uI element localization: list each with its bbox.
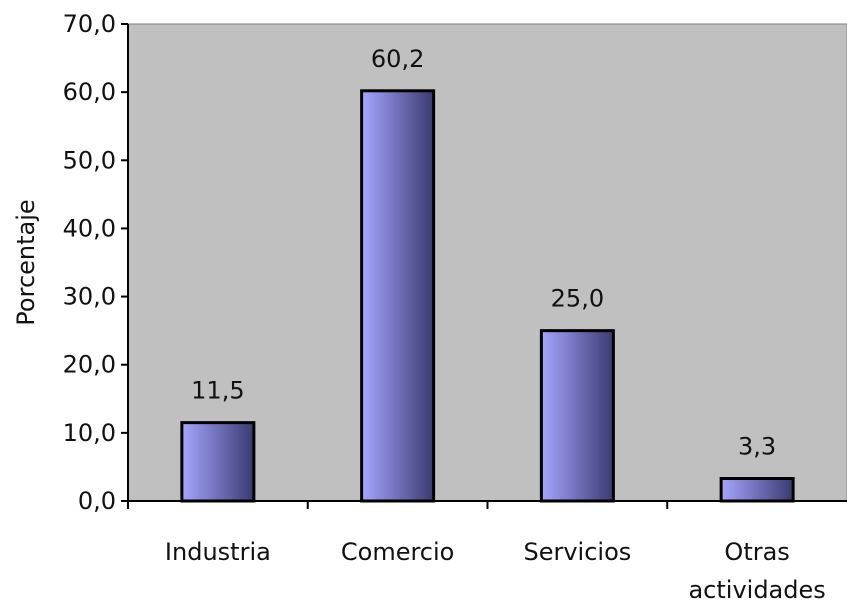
x-tick-label: Servicios (523, 538, 631, 566)
data-label: 60,2 (371, 45, 424, 73)
x-tick-label: Otras actividades (688, 538, 825, 604)
value-labels: 11,5 60,2 25,0 3,3 (191, 45, 776, 461)
x-tick-label: Industria (165, 538, 271, 566)
y-tick-label: 10,0 (63, 419, 116, 447)
bars (180, 89, 795, 503)
data-label: 11,5 (191, 377, 244, 405)
y-tick-label: 20,0 (63, 351, 116, 379)
y-tick-label: 50,0 (63, 146, 116, 174)
y-tick-label: 40,0 (63, 214, 116, 242)
y-tick-label: 70,0 (63, 10, 116, 38)
y-tick-label: 60,0 (63, 78, 116, 106)
y-tick-label: 30,0 (63, 283, 116, 311)
bar-servicios (539, 329, 615, 503)
y-axis-title: Porcentaje (12, 199, 40, 325)
y-axis: 0,0 10,0 20,0 30,0 40,0 50,0 60,0 70,0 (63, 10, 129, 515)
x-tick-label: Comercio (341, 538, 454, 566)
x-axis: Industria Comercio Servicios Otras actividad… (127, 500, 847, 604)
bar-comercio (360, 89, 436, 503)
bar-industria (180, 421, 256, 503)
bar-otras-actividades (719, 477, 795, 503)
data-label: 25,0 (551, 285, 604, 313)
data-label: 3,3 (738, 433, 776, 461)
y-tick-label: 0,0 (78, 487, 116, 515)
